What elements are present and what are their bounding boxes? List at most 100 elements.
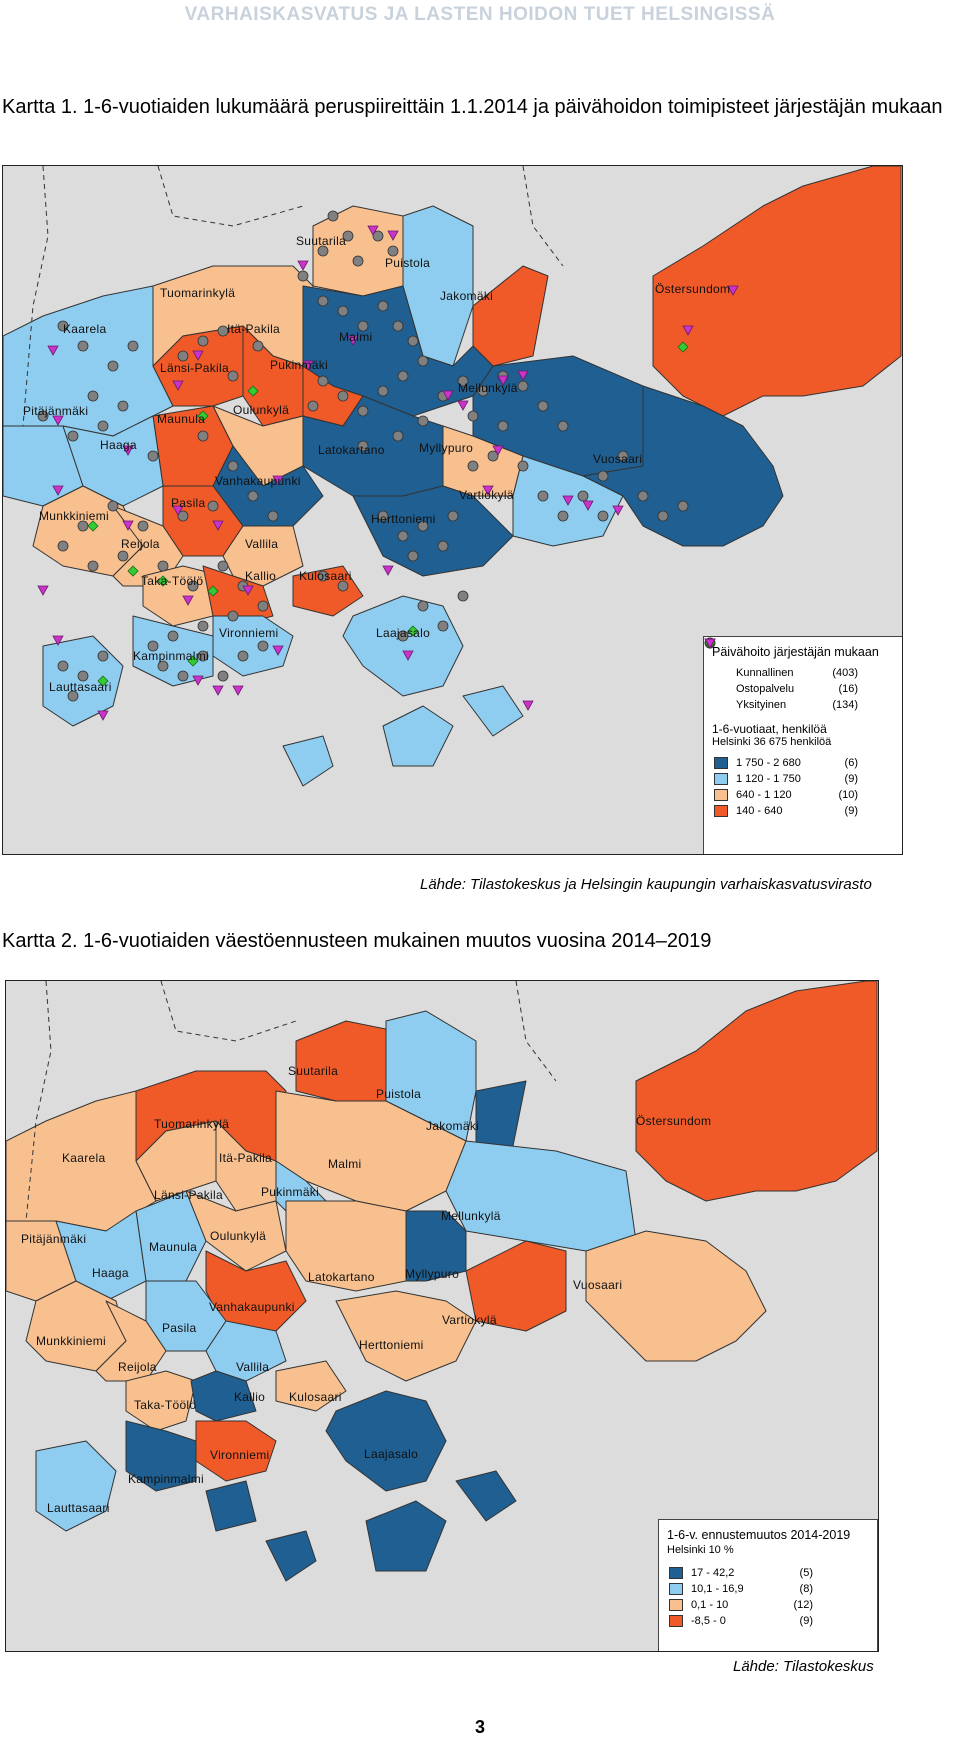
map1-islands — [282, 685, 524, 787]
map1-legend: Päivähoito järjestäjän mukaan Kunnalline… — [703, 636, 902, 854]
map1-district-jakomaki — [472, 265, 549, 367]
map1-legend-class-row: 1 750 - 2 680 (6) — [714, 755, 902, 771]
map1-label-haaga: Haaga — [100, 438, 137, 452]
map2-legend-class-label: 17 - 42,2 — [691, 1567, 735, 1579]
map1-legend-class-label: 640 - 1 120 — [736, 789, 792, 801]
map2-label-takatoolo: Taka-Töölö — [134, 1398, 197, 1412]
map2-label-pukinmaki: Pukinmäki — [261, 1185, 320, 1199]
map1-label-tuomarinkyla: Tuomarinkylä — [160, 286, 236, 300]
map2-legend-class-count: (9) — [799, 1615, 813, 1627]
map2-label-kampinmalmi: Kampinmalmi — [128, 1472, 204, 1486]
map2-legend-title: 1-6-v. ennustemuutos 2014-2019 — [667, 1528, 851, 1542]
map2-legend-class-label: -8,5 - 0 — [691, 1615, 726, 1627]
map1-label-puistola: Puistola — [385, 256, 431, 270]
map1-legend-class-label: 1 120 - 1 750 — [736, 773, 801, 785]
map1-legend-provider-row: Kunnallinen (403) — [704, 637, 902, 681]
green-diamond-icon — [704, 637, 728, 696]
map1-label-lansipakila: Länsi-Pakila — [160, 361, 229, 375]
map1-boundary-east — [522, 166, 564, 267]
map2-label-kallio: Kallio — [234, 1390, 266, 1404]
map1-label-itapakila: Itä-Pakila — [227, 322, 281, 336]
map2-svg — [6, 981, 878, 1582]
map2-title: Kartta 2. 1-6-vuotiaiden väestöennusteen… — [2, 930, 712, 952]
map1-legend-class-count: (10) — [838, 789, 858, 801]
map2-legend-class-row: 17 - 42,2 (5) — [669, 1565, 877, 1581]
map2-frame: Suutarila Puistola Jakomäki Östersundom … — [5, 980, 879, 1652]
map1-legend-swatch — [714, 789, 728, 801]
map2-label-malmi: Malmi — [328, 1157, 362, 1171]
map2-legend-class-count: (5) — [799, 1567, 813, 1579]
map1-label-latokartano: Latokartano — [318, 443, 385, 457]
map1-frame: Suutarila Puistola Jakomäki Östersundom … — [2, 165, 903, 855]
map2-district-lauttasaari — [35, 1440, 117, 1532]
map1-title: Kartta 1. 1-6-vuotiaiden lukumäärä perus… — [2, 96, 943, 118]
map2-label-latokartano: Latokartano — [308, 1270, 375, 1284]
page-header: VARHAISKASVATUS JA LASTEN HOIDON TUET HE… — [184, 4, 776, 25]
map2-label-lansipakila: Länsi-Pakila — [154, 1188, 223, 1202]
map2-district-takatoolo — [125, 1370, 197, 1432]
map2-legend-class-label: 0,1 - 10 — [691, 1599, 729, 1611]
map1-district-kampinmalmi — [132, 615, 214, 687]
map1-legend-provider-row: Yksityinen (134) — [704, 638, 902, 713]
map2-legend-class-label: 10,1 - 16,9 — [691, 1583, 744, 1595]
map2-label-jakomaki: Jakomäki — [426, 1119, 480, 1133]
map2-label-pasila: Pasila — [162, 1321, 197, 1335]
map2-legend-swatch — [669, 1583, 683, 1595]
map2-legend-class-row: 0,1 - 10 (12) — [669, 1597, 877, 1613]
map1-points-kunnallinen — [37, 210, 689, 702]
map2-label-puistola: Puistola — [376, 1087, 422, 1101]
map1-label-munkkiniemi: Munkkiniemi — [39, 509, 109, 523]
map1-legend-provider-count: (134) — [832, 699, 858, 711]
map1-label-reijola: Reijola — [121, 537, 160, 551]
map2-label-kulosaari: Kulosaari — [289, 1390, 342, 1404]
map1-label-vartiokyla: Vartiokylä — [459, 488, 514, 502]
map2-label-suutarila: Suutarila — [288, 1064, 339, 1078]
map2-district-kallio — [190, 1370, 257, 1422]
map2-label-herttoniemi: Herttoniemi — [359, 1338, 424, 1352]
map2-label-tuomarinkyla: Tuomarinkylä — [154, 1117, 230, 1131]
map1-district-laajasalo — [342, 595, 464, 697]
map2-district-kulosaari — [275, 1360, 347, 1412]
map2-label-reijola: Reijola — [118, 1360, 157, 1374]
map1-legend-provider-row: Ostopalvelu (16) — [704, 637, 902, 697]
map2-label-kaarela: Kaarela — [62, 1151, 106, 1165]
map1-legend-class-count: (9) — [844, 773, 858, 785]
map1-boundary-west — [22, 166, 49, 427]
map1-label-ostersundom: Östersundom — [655, 282, 731, 296]
map1-legend-class-row: 640 - 1 120 (10) — [714, 787, 902, 803]
map2-district-mellunkyla — [445, 1140, 637, 1252]
map2-legend-class-count: (12) — [793, 1599, 813, 1611]
map1-source: Lähde: Tilastokeskus ja Helsingin kaupun… — [420, 876, 872, 893]
map2-label-itapakila: Itä-Pakila — [219, 1151, 273, 1165]
map2-legend-swatch — [669, 1615, 683, 1627]
map1-legend-provider-label: Ostopalvelu — [736, 683, 795, 695]
map2-label-lauttasaari: Lauttasaari — [47, 1501, 110, 1515]
map1-label-vallila: Vallila — [245, 537, 279, 551]
map1-label-suutarila: Suutarila — [296, 234, 347, 248]
map2-legend-class-row: 10,1 - 16,9 (8) — [669, 1581, 877, 1597]
map2-boundary-west — [25, 981, 52, 1222]
map1-points-ostopalvelu — [87, 341, 689, 687]
map2-legend-subtitle: Helsinki 10 % — [667, 1544, 734, 1556]
map2-islands — [205, 1470, 517, 1582]
map1-boundary-northwest — [157, 166, 304, 227]
map1-legend-provider-count: (403) — [832, 667, 858, 679]
map1-legend-provider-label: Yksityinen — [736, 699, 787, 711]
map2-district-laajasalo — [325, 1390, 447, 1492]
map1-legend-title: Päivähoito järjestäjän mukaan — [712, 645, 879, 659]
map1-label-kallio: Kallio — [245, 569, 277, 583]
map2-label-haaga: Haaga — [92, 1266, 129, 1280]
map1-legend-provider-count: (16) — [838, 683, 858, 695]
map1-legend-swatch — [714, 757, 728, 769]
map2-label-oulunkyla: Oulunkylä — [210, 1229, 267, 1243]
map1-legend-swatch — [714, 805, 728, 817]
map1-label-herttoniemi: Herttoniemi — [371, 512, 436, 526]
map2-boundary-east — [515, 981, 557, 1082]
map2-label-mellunkyla: Mellunkylä — [441, 1209, 501, 1223]
map1-legend-provider-label: Kunnallinen — [736, 667, 794, 679]
map1-label-myllypuro: Myllypuro — [419, 441, 474, 455]
page-number: 3 — [474, 1717, 485, 1737]
map2-label-maunula: Maunula — [149, 1240, 198, 1254]
map2-source: Lähde: Tilastokeskus — [733, 1658, 874, 1675]
map2-legend-swatch — [669, 1567, 683, 1579]
